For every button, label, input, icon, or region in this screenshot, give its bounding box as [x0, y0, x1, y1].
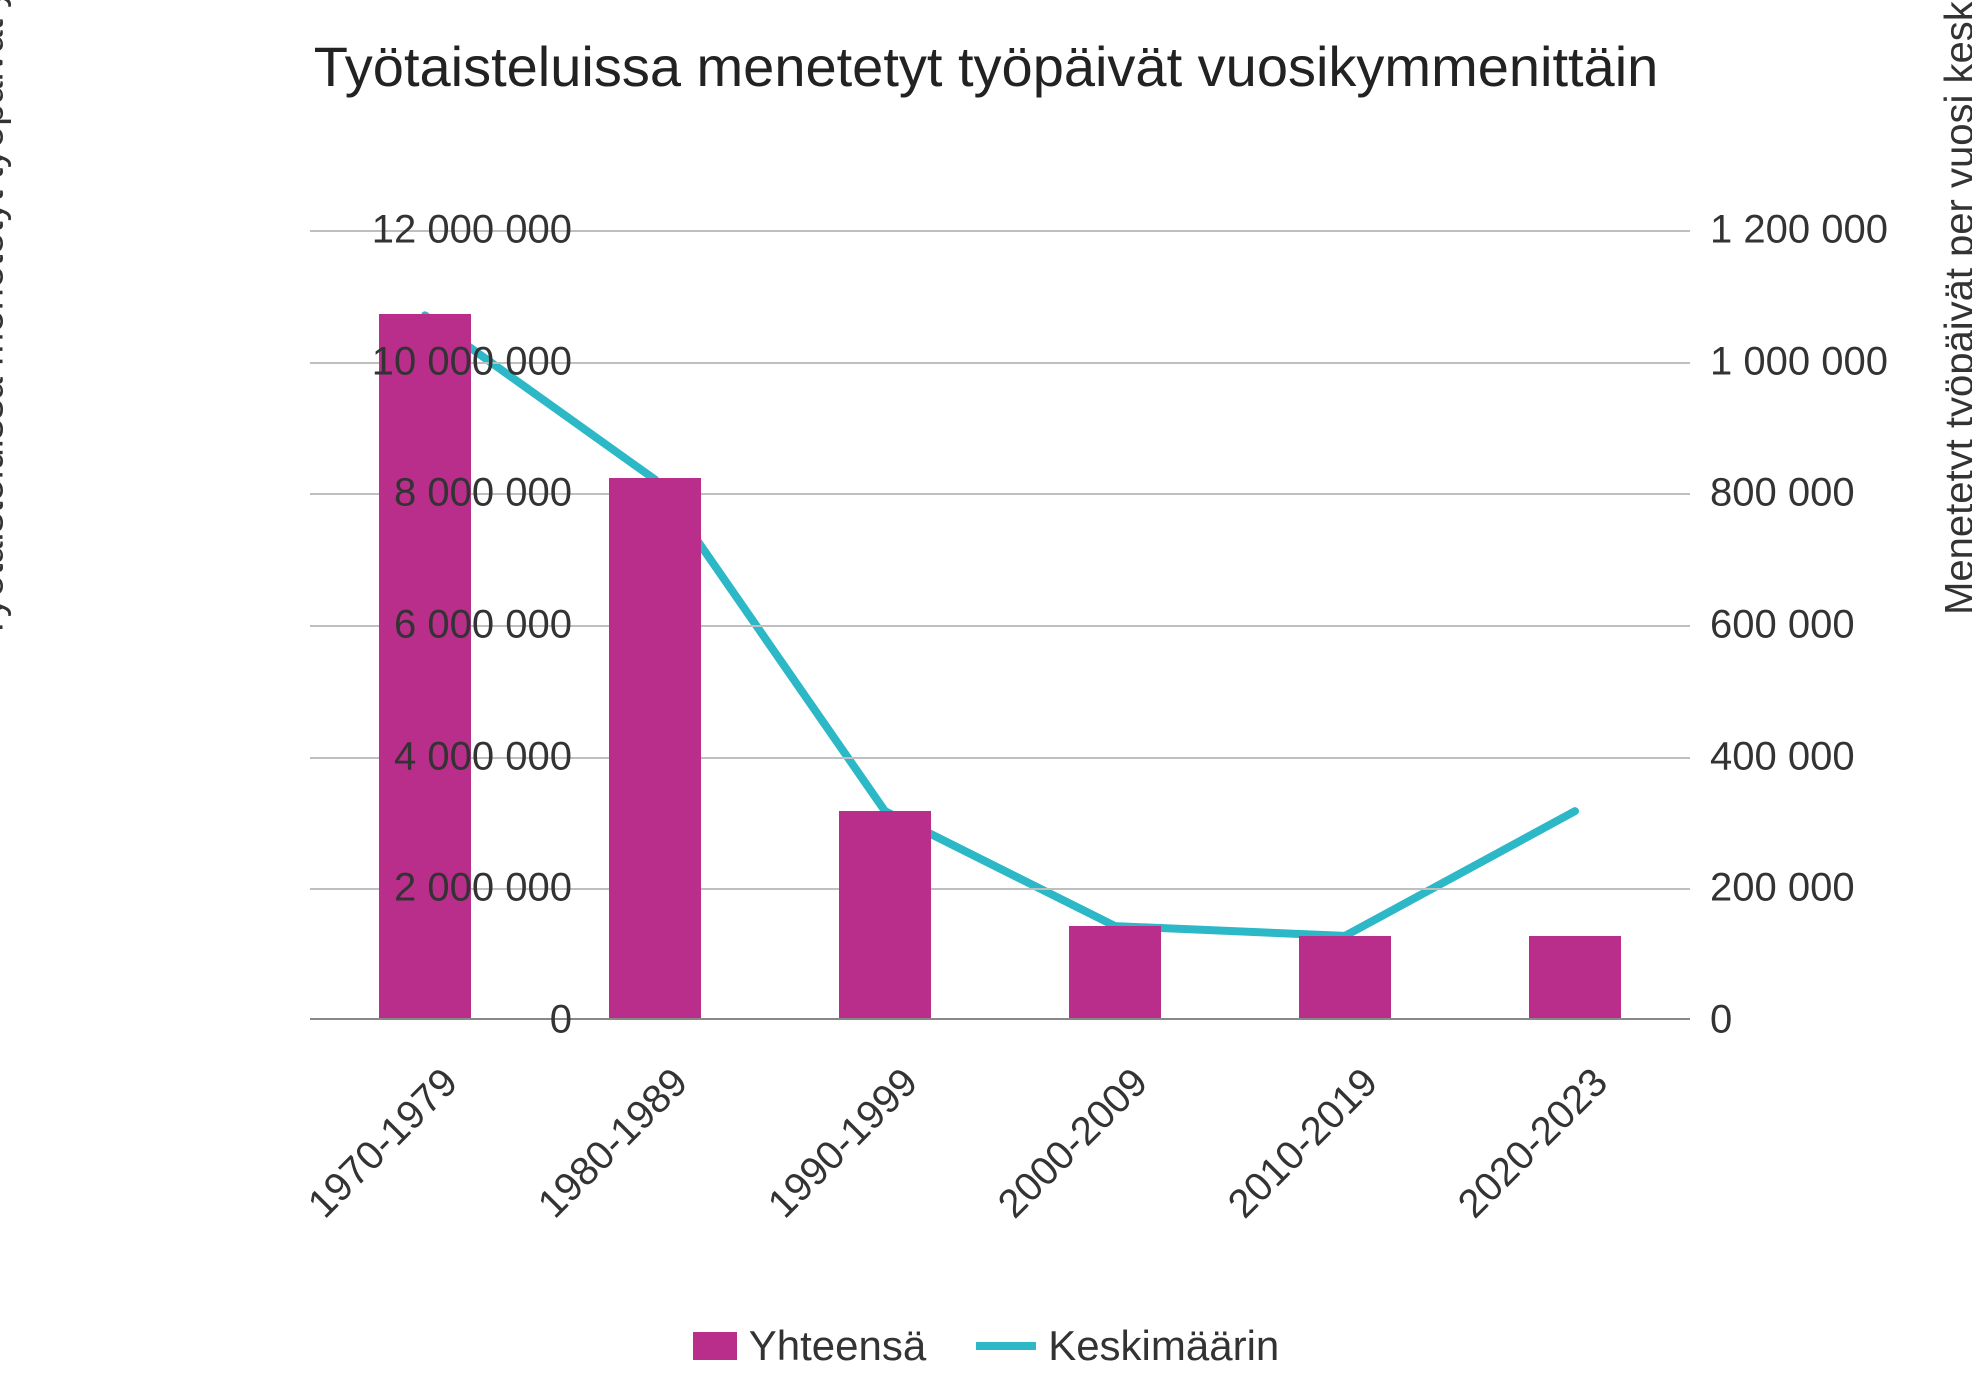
y-axis-left-title: Työtaisteluissa menetetyt työpäivät yhte… — [0, 0, 13, 643]
y-tick-right: 0 — [1710, 998, 1950, 1043]
bar — [609, 478, 701, 1018]
x-tick-label: 1990-1999 — [754, 1060, 927, 1233]
chart-container: Työtaisteluissa menetetyt työpäivät vuos… — [0, 0, 1972, 1400]
y-axis-right-title: Menetetyt työpäivät per vuosi keskimääri… — [1938, 0, 1972, 643]
y-tick-left: 12 000 000 — [312, 208, 572, 253]
legend-item-bar: Yhteensä — [693, 1322, 926, 1370]
legend-label-bar: Yhteensä — [749, 1322, 926, 1370]
y-tick-right: 1 000 000 — [1710, 339, 1950, 384]
y-tick-left: 0 — [312, 998, 572, 1043]
x-tick-label: 1980-1989 — [524, 1060, 697, 1233]
y-tick-left: 4 000 000 — [312, 734, 572, 779]
y-tick-left: 8 000 000 — [312, 471, 572, 516]
bar — [1529, 936, 1621, 1018]
bar — [839, 811, 931, 1018]
x-tick-label: 2020-2023 — [1444, 1060, 1617, 1233]
bar — [1299, 936, 1391, 1018]
x-tick-label: 1970-1979 — [294, 1060, 467, 1233]
y-tick-right: 800 000 — [1710, 471, 1950, 516]
legend-item-line: Keskimäärin — [976, 1322, 1279, 1370]
bar — [379, 314, 471, 1018]
bar — [1069, 926, 1161, 1018]
x-tick-label: 2010-2019 — [1214, 1060, 1387, 1233]
chart-title: Työtaisteluissa menetetyt työpäivät vuos… — [0, 35, 1972, 99]
y-tick-left: 6 000 000 — [312, 603, 572, 648]
legend: Yhteensä Keskimäärin — [0, 1322, 1972, 1370]
legend-swatch-bar — [693, 1332, 737, 1360]
y-tick-right: 200 000 — [1710, 866, 1950, 911]
y-tick-left: 2 000 000 — [312, 866, 572, 911]
legend-swatch-line — [976, 1342, 1036, 1350]
legend-label-line: Keskimäärin — [1048, 1322, 1279, 1370]
y-tick-right: 1 200 000 — [1710, 208, 1950, 253]
y-tick-right: 600 000 — [1710, 603, 1950, 648]
y-tick-right: 400 000 — [1710, 734, 1950, 779]
x-tick-label: 2000-2009 — [984, 1060, 1157, 1233]
y-tick-left: 10 000 000 — [312, 339, 572, 384]
